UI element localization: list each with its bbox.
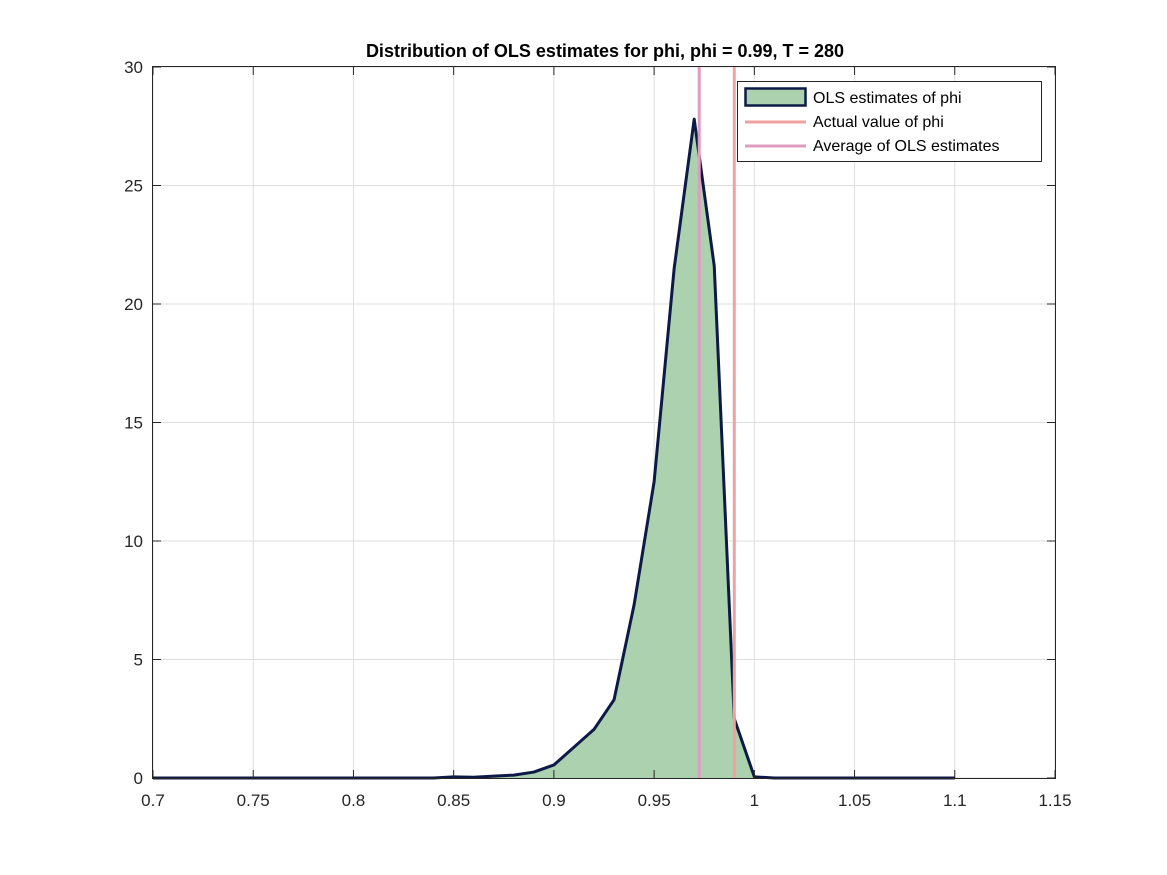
x-tick-label: 1.15	[1038, 791, 1071, 810]
axes-frame	[152, 66, 1056, 779]
chart-title: Distribution of OLS estimates for phi, p…	[366, 41, 844, 61]
x-tick-label: 1.05	[838, 791, 871, 810]
x-tick-label: 0.95	[638, 791, 671, 810]
x-tick-label: 0.9	[542, 791, 566, 810]
y-tick-label: 20	[124, 295, 143, 314]
y-tick-label: 30	[124, 58, 143, 77]
x-tick-label: 0.8	[342, 791, 366, 810]
y-tick-label: 25	[124, 177, 143, 196]
x-tick-label: 0.85	[437, 791, 470, 810]
x-tick-label: 1	[750, 791, 759, 810]
legend-label-actual-value: Actual value of phi	[813, 114, 944, 131]
legend-swatch-ols-estimates	[744, 87, 807, 107]
legend-label-average: Average of OLS estimates	[813, 138, 999, 155]
x-tick-label: 1.1	[943, 791, 967, 810]
y-tick-label: 5	[134, 651, 143, 670]
y-tick-label: 10	[124, 532, 143, 551]
y-tick-label: 0	[134, 769, 143, 788]
legend: OLS estimates of phi Actual value of phi…	[737, 81, 1042, 162]
grid	[152, 66, 1056, 779]
x-tick-label: 0.7	[141, 791, 165, 810]
legend-label-ols-estimates: OLS estimates of phi	[813, 90, 962, 107]
ticks: 0.7 0.75 0.8 0.85 0.9 0.95 1 1.05 1.1 1.15 0 5 10 15 2…	[124, 58, 1071, 810]
y-tick-label: 15	[124, 414, 143, 433]
x-tick-label: 0.75	[237, 791, 270, 810]
